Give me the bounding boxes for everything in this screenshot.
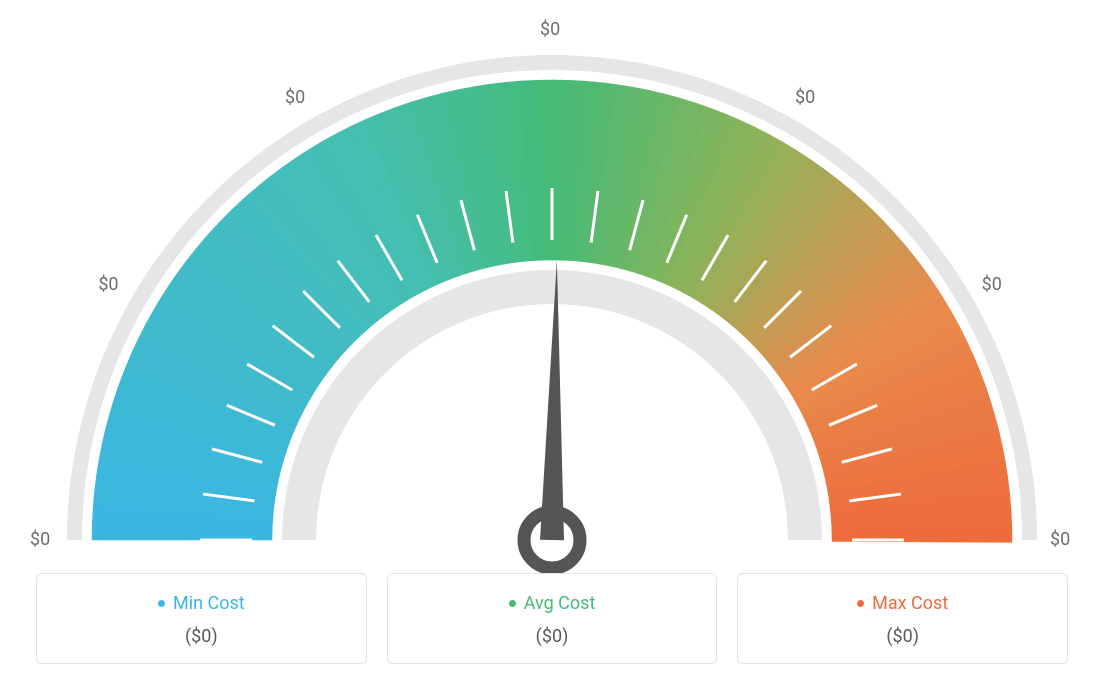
scale-label: $0 [795,87,815,108]
gauge-svg [22,20,1082,580]
gauge-chart-container: $0$0$0$0$0$0$0 Min Cost($0)Avg Cost($0)M… [0,0,1104,690]
legend-title: Max Cost [857,593,948,614]
legend-title: Avg Cost [509,593,596,614]
scale-label: $0 [285,87,305,108]
legend-dot-icon [857,600,864,607]
scale-label: $0 [982,274,1002,295]
legend-card-min: Min Cost ($0) [36,573,367,664]
legend-value: ($0) [748,626,1057,647]
legend-card-avg: Avg Cost ($0) [387,573,718,664]
legend-dot-icon [509,600,516,607]
legend-value: ($0) [47,626,356,647]
legend-label: Avg Cost [524,593,596,614]
legend-value: ($0) [398,626,707,647]
legend-row: Min Cost ($0) Avg Cost ($0) Max Cost ($0) [36,573,1068,664]
legend-label: Max Cost [872,593,948,614]
scale-label: $0 [1050,529,1070,550]
scale-label: $0 [30,529,50,550]
legend-label: Min Cost [173,593,245,614]
gauge-area: $0 $0 $0 $0 $0 $0 $0 [0,0,1104,556]
legend-card-max: Max Cost ($0) [737,573,1068,664]
scale-label: $0 [540,19,560,40]
legend-title: Min Cost [158,593,245,614]
scale-label: $0 [98,274,118,295]
legend-dot-icon [158,600,165,607]
